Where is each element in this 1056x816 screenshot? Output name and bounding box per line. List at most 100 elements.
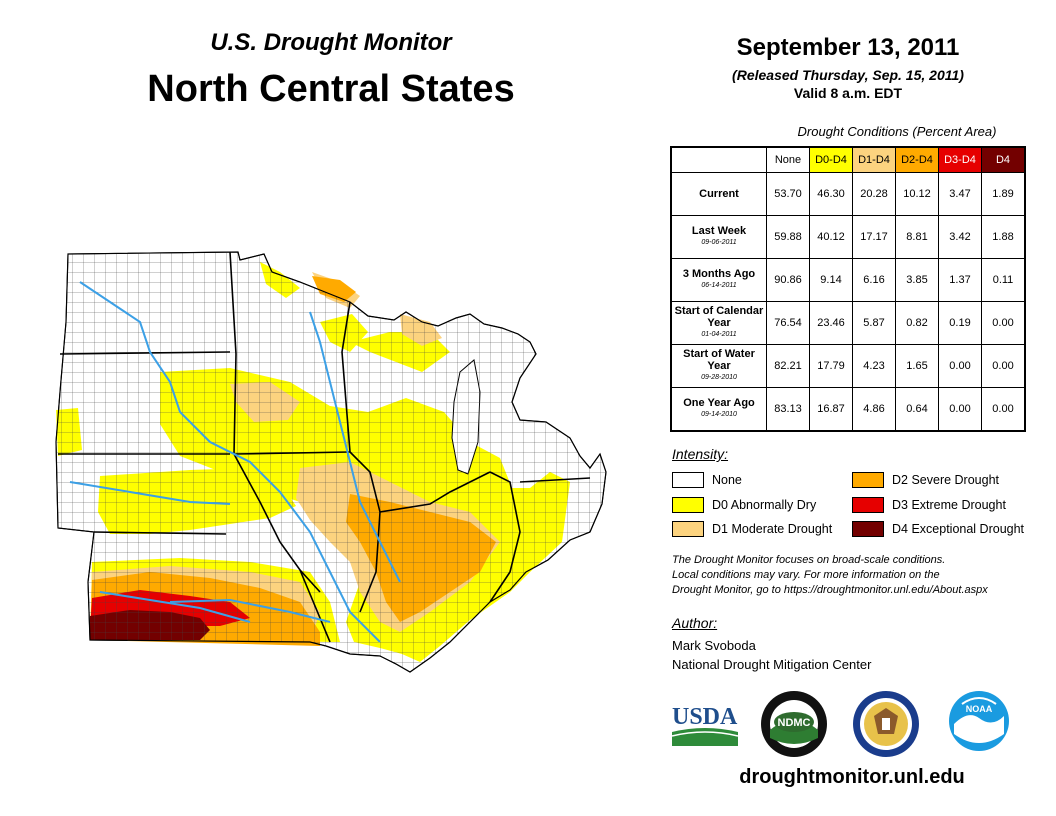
table-cell: 3.47 bbox=[938, 172, 982, 216]
table-cell: 4.86 bbox=[852, 387, 896, 431]
table-row: Last Week 09-06-2011 59.88 40.12 17.17 8.81 3.… bbox=[670, 215, 1026, 259]
table-cell: 17.17 bbox=[852, 215, 896, 259]
legend-item-d4: D4 Exceptional Drought bbox=[852, 521, 1024, 537]
author-name: Mark Svoboda bbox=[672, 638, 756, 653]
table-cell: 0.64 bbox=[895, 387, 939, 431]
row-label: Start of Calendar Year 01-04-2011 bbox=[670, 301, 767, 345]
table-cell: 1.88 bbox=[981, 215, 1026, 259]
legend-swatch bbox=[672, 497, 704, 513]
table-cell: 76.54 bbox=[766, 301, 810, 345]
legend-item-d1: D1 Moderate Drought bbox=[672, 521, 832, 537]
table-cell: 1.65 bbox=[895, 344, 939, 388]
map-date: September 13, 2011 bbox=[736, 34, 960, 61]
col-header: D4 bbox=[981, 146, 1026, 173]
legend-heading: Intensity: bbox=[672, 446, 729, 462]
table-cell: 90.86 bbox=[766, 258, 810, 302]
table-cell: 3.42 bbox=[938, 215, 982, 259]
about-link-text[interactable]: Drought Monitor, go to https://droughtmo… bbox=[672, 584, 988, 596]
noaa-logo: NOAA bbox=[949, 691, 1009, 751]
row-date: 01-04-2011 bbox=[701, 331, 737, 338]
table-cell: 82.21 bbox=[766, 344, 810, 388]
table-cell: 83.13 bbox=[766, 387, 810, 431]
legend-swatch bbox=[672, 521, 704, 537]
col-header: None bbox=[766, 146, 810, 173]
table-cell: 9.14 bbox=[809, 258, 853, 302]
table-cell: 46.30 bbox=[809, 172, 853, 216]
svg-text:NOAA: NOAA bbox=[966, 704, 993, 714]
table-cell: 1.37 bbox=[938, 258, 982, 302]
valid-time: Valid 8 a.m. EDT bbox=[793, 85, 903, 101]
legend-item-d3: D3 Extreme Drought bbox=[852, 497, 1006, 513]
table-row: Start of Water Year 09-28-2010 82.21 17.79 4… bbox=[670, 344, 1026, 388]
table-cell: 17.79 bbox=[809, 344, 853, 388]
table-cell: 5.87 bbox=[852, 301, 896, 345]
conditions-table: None D0-D4 D1-D4 D2-D4 D3-D4 D4 Current 5… bbox=[670, 146, 1026, 432]
table-cell: 3.85 bbox=[895, 258, 939, 302]
col-header: D2-D4 bbox=[895, 146, 939, 173]
table-cell: 0.00 bbox=[938, 387, 982, 431]
table-row: One Year Ago 09-14-2010 83.13 16.87 4.86 0.64… bbox=[670, 387, 1026, 431]
col-header: D0-D4 bbox=[809, 146, 853, 173]
table-cell: 0.19 bbox=[938, 301, 982, 345]
table-cell: 4.23 bbox=[852, 344, 896, 388]
legend-item-none: None bbox=[672, 472, 742, 488]
table-cell: 0.00 bbox=[938, 344, 982, 388]
row-date: 09-14-2010 bbox=[701, 410, 737, 418]
row-label: Current bbox=[670, 172, 767, 216]
table-row: Start of Calendar Year 01-04-2011 76.54 23.… bbox=[670, 301, 1026, 345]
table-row: Current 53.70 46.30 20.28 10.12 3.47 1.89 bbox=[670, 172, 1026, 216]
header-left: U.S. Drought Monitor North Central State… bbox=[0, 28, 662, 114]
header-right: September 13, 2011 (Released Thursday, S… bbox=[662, 34, 1034, 102]
author-org: National Drought Mitigation Center bbox=[672, 657, 872, 672]
map-subtitle: U.S. Drought Monitor bbox=[210, 29, 452, 56]
table-header-row: None D0-D4 D1-D4 D2-D4 D3-D4 D4 bbox=[671, 146, 1026, 173]
table-corner bbox=[671, 147, 767, 173]
row-label: Start of Water Year 09-28-2010 bbox=[670, 344, 767, 388]
ndmc-logo: NDMC bbox=[761, 691, 827, 757]
table-cell: 10.12 bbox=[895, 172, 939, 216]
author-heading: Author: bbox=[672, 615, 718, 631]
legend-item-d0: D0 Abnormally Dry bbox=[672, 497, 816, 513]
county-grid bbox=[55, 251, 607, 673]
row-date: 09-28-2010 bbox=[701, 374, 737, 381]
row-date: 09-06-2011 bbox=[701, 239, 737, 246]
table-cell: 23.46 bbox=[809, 301, 853, 345]
col-header: D3-D4 bbox=[938, 146, 982, 173]
table-cell: 1.89 bbox=[981, 172, 1026, 216]
table-cell: 0.00 bbox=[981, 387, 1026, 431]
table-cell: 59.88 bbox=[766, 215, 810, 259]
website-url[interactable]: droughtmonitor.unl.edu bbox=[739, 766, 965, 788]
rivers bbox=[69, 281, 401, 643]
legend-swatch bbox=[852, 521, 884, 537]
legend-item-d2: D2 Severe Drought bbox=[852, 472, 999, 488]
table-cell: 20.28 bbox=[852, 172, 896, 216]
row-label: Last Week 09-06-2011 bbox=[670, 215, 767, 259]
svg-text:USDA: USDA bbox=[672, 704, 738, 730]
table-cell: 53.70 bbox=[766, 172, 810, 216]
table-cell: 0.00 bbox=[981, 344, 1026, 388]
table-cell: 40.12 bbox=[809, 215, 853, 259]
table-cell: 8.81 bbox=[895, 215, 939, 259]
commerce-seal-logo bbox=[853, 691, 919, 757]
row-date: 06-14-2011 bbox=[701, 282, 737, 289]
drought-map bbox=[55, 251, 607, 673]
conditions-caption: Drought Conditions (Percent Area) bbox=[797, 124, 997, 139]
table-cell: 6.16 bbox=[852, 258, 896, 302]
row-label: One Year Ago 09-14-2010 bbox=[670, 387, 767, 431]
svg-text:NDMC: NDMC bbox=[778, 717, 811, 729]
disclaimer-note: The Drought Monitor focuses on broad-sca… bbox=[672, 553, 1042, 598]
table-cell: 0.11 bbox=[981, 258, 1026, 302]
legend-swatch bbox=[852, 472, 884, 488]
table-row: 3 Months Ago 06-14-2011 90.86 9.14 6.16 3.85 1… bbox=[670, 258, 1026, 302]
table-cell: 0.00 bbox=[981, 301, 1026, 345]
release-date: (Released Thursday, Sep. 15, 2011) bbox=[732, 67, 964, 83]
usda-logo: USDA bbox=[671, 704, 739, 746]
map-title: North Central States bbox=[147, 68, 515, 110]
table-cell: 0.82 bbox=[895, 301, 939, 345]
state-borders bbox=[58, 251, 591, 643]
col-header: D1-D4 bbox=[852, 146, 896, 173]
table-cell: 16.87 bbox=[809, 387, 853, 431]
table-body: Current 53.70 46.30 20.28 10.12 3.47 1.89 Last … bbox=[670, 172, 1026, 431]
legend-swatch bbox=[852, 497, 884, 513]
row-label: 3 Months Ago 06-14-2011 bbox=[670, 258, 767, 302]
